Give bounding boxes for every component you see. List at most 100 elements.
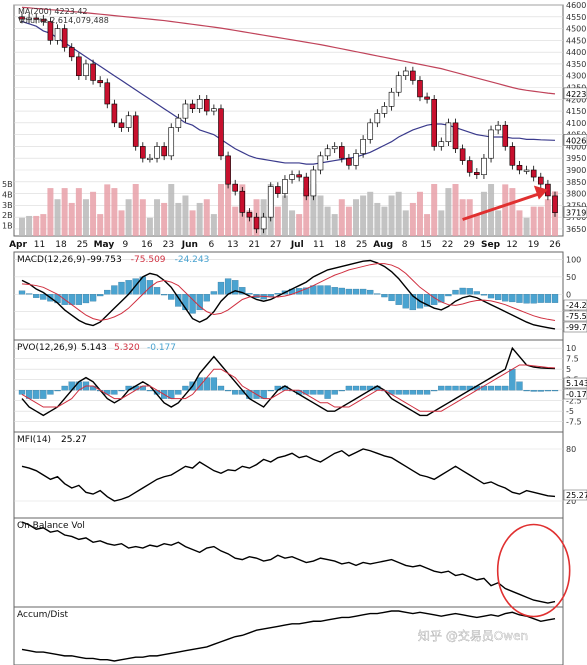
x-axis-label: May [94, 240, 115, 250]
volume-bar [210, 214, 217, 236]
candle-body [54, 28, 61, 41]
candle-body [203, 98, 210, 112]
histogram-bar [18, 390, 26, 395]
volume-bar [395, 191, 402, 236]
candle-body [537, 176, 544, 185]
panel-tick-label: 20 [566, 497, 576, 506]
candle-body [509, 146, 516, 166]
volume-bar [75, 188, 82, 236]
volume-bar [416, 191, 423, 236]
histogram-bar [431, 390, 438, 392]
histogram-bar [352, 288, 360, 295]
panel-title: PVO(12,26,9) [17, 343, 77, 353]
histogram-bar [203, 294, 210, 302]
candle-body [388, 91, 395, 107]
price-tick-label: 3650 [566, 225, 586, 234]
panel-tag-box [563, 388, 587, 400]
histogram-bar [217, 281, 225, 295]
panel-tag-box [563, 310, 587, 322]
candle-body [47, 21, 54, 41]
candle-body [147, 157, 153, 161]
candle-body [267, 186, 274, 218]
indicator-line [21, 259, 556, 330]
histogram-bar [388, 390, 395, 395]
volume-bar [40, 214, 47, 236]
volume-bar [232, 206, 239, 236]
histogram-bar [466, 288, 473, 295]
volume-bar [409, 202, 416, 236]
histogram-bar [516, 294, 523, 303]
volume-bar [289, 210, 296, 236]
histogram-bar [153, 287, 161, 295]
candle-body [481, 157, 487, 176]
histogram-bar [232, 390, 239, 395]
volume-bar [509, 188, 516, 236]
histogram-bar [146, 390, 154, 392]
histogram-bar [402, 390, 409, 395]
candle-body [275, 186, 281, 194]
candle-body [324, 148, 331, 157]
volume-bar [544, 199, 551, 236]
volume-bar [246, 210, 253, 236]
price-tick-label: 4350 [566, 60, 586, 69]
candle-body [395, 75, 402, 93]
volume-bar [274, 206, 281, 236]
panel-value: -75.509 [131, 255, 166, 265]
price-tick-label: 3900 [566, 166, 586, 175]
volume-bar [104, 184, 111, 236]
histogram-bar [196, 294, 203, 311]
panel-value: -24.243 [175, 255, 210, 265]
volume-bar [303, 188, 310, 236]
candle-body [189, 103, 196, 110]
histogram-bar [423, 294, 431, 307]
histogram-bar [480, 294, 488, 296]
volume-bar [161, 202, 168, 236]
histogram-bar [551, 294, 559, 303]
histogram-bar [338, 390, 345, 392]
panel-border-obv [13, 517, 564, 608]
volume-bar [97, 214, 104, 236]
volume-bar [82, 199, 89, 236]
price-tag-box [563, 87, 587, 100]
histogram-bar [473, 291, 480, 295]
volume-bar [203, 199, 210, 236]
candle-body [260, 216, 267, 230]
candle-body [175, 117, 182, 128]
histogram-bar [40, 390, 47, 399]
candle-body [140, 146, 146, 159]
volume-bar [61, 188, 68, 236]
candle-body [417, 80, 423, 98]
x-axis-label: 26 [549, 240, 561, 250]
volume-bar [281, 195, 288, 236]
price-tick-label: 3850 [566, 178, 586, 187]
price-tick-label: 4500 [566, 25, 586, 34]
histogram-bar [168, 294, 175, 300]
histogram-bar [409, 294, 417, 311]
panel-tick-label: 0 [566, 290, 571, 299]
histogram-bar [224, 390, 232, 392]
histogram-bar [61, 385, 68, 391]
candle-body [182, 103, 189, 119]
volume-bar [431, 184, 438, 236]
histogram-bar [352, 385, 360, 391]
x-axis-label: 22 [442, 240, 453, 250]
x-axis-label: 11 [313, 240, 324, 250]
candle-body [374, 113, 381, 124]
panel-tag: 5.143 [566, 379, 587, 388]
price-tick-label: 3750 [566, 201, 586, 210]
histogram-bar [345, 385, 353, 391]
volume-bar [90, 191, 97, 236]
volume-bar [196, 202, 203, 236]
histogram-bar [18, 290, 26, 295]
candle-body [111, 103, 118, 124]
candle-body [33, 17, 40, 20]
histogram-bar [89, 294, 97, 302]
histogram-bar [416, 390, 424, 395]
x-axis-label: 19 [528, 240, 540, 250]
histogram-bar [502, 294, 509, 302]
price-tick-label: 4400 [566, 48, 586, 57]
candle-body [488, 129, 494, 159]
panel-tag: -0.17 [566, 390, 587, 399]
volume-bar [502, 184, 509, 236]
x-axis-label: 25 [77, 240, 88, 250]
